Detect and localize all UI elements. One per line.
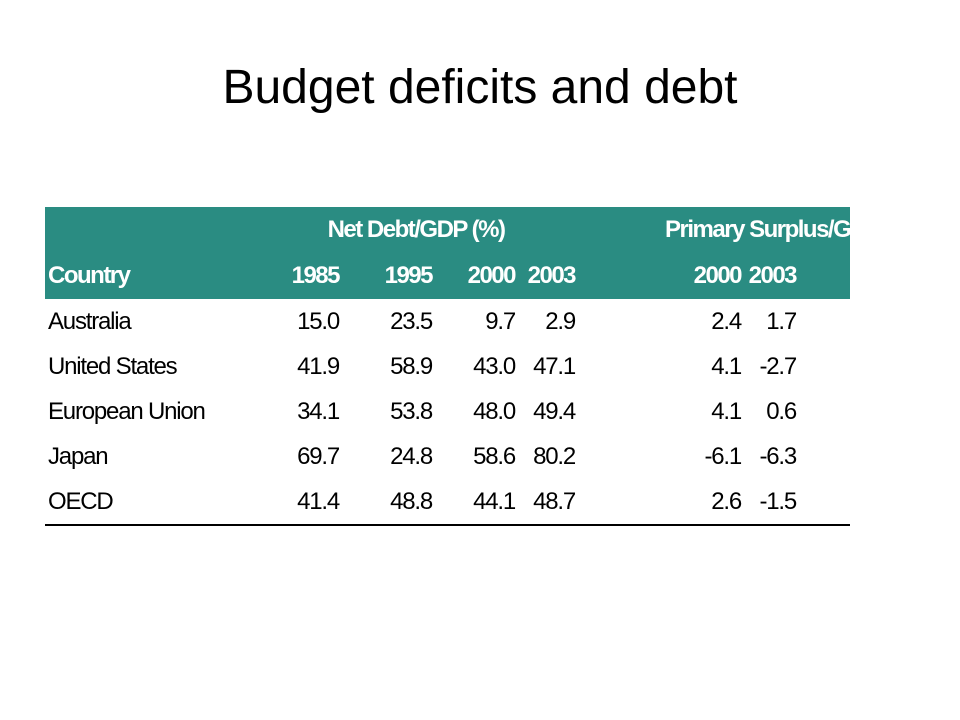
nd-2003-cell: 49.4 [533,397,576,425]
nd-2000-cell: 43.0 [473,352,516,380]
spacer-cell [796,479,851,526]
nd-2000-cell: 48.0 [473,397,516,425]
nd-2003-column-header: 2003 [515,253,577,299]
table-row: Australia 15.0 23.5 9.7 2.9 2.4 1.7 [45,299,850,344]
net-debt-group-header: Net Debt/GDP (%) [257,207,576,253]
spacer-cell [796,344,850,389]
ps-2000-cell: 2.4 [711,307,742,335]
spacer-cell [796,434,850,479]
header-spacer [796,253,851,299]
country-cell: European Union [48,397,206,425]
nd-1995-cell: 48.8 [339,479,433,526]
nd-1985-cell: 15.0 [297,307,340,335]
header-spacer [575,207,666,253]
table-row: European Union 34.1 53.8 48.0 49.4 4.1 0… [45,389,850,434]
nd-2003-cell: 47.1 [533,352,576,380]
nd-2000-cell: 9.7 [485,307,516,335]
ps-2000-column-header: 2000 [665,253,743,299]
nd-2003-cell: 80.2 [533,442,576,470]
ps-2003-cell: -1.5 [741,479,797,526]
nd-1995-cell: 53.8 [390,397,433,425]
nd-2000-column-header: 2000 [432,253,517,299]
country-cell: Japan [48,442,109,470]
spacer-cell [575,479,666,526]
ps-2003-cell: -6.3 [759,442,797,470]
header-spacer [575,253,666,299]
nd-1995-cell: 58.9 [390,352,433,380]
nd-1995-column-header: 1995 [339,253,434,299]
table-row: United States 41.9 58.9 43.0 47.1 4.1 -2… [45,344,850,389]
primary-surplus-group-header: Primary Surplus/GDP (%) [665,207,920,253]
spacer-cell [796,389,850,434]
country-cell: Australia [48,307,132,335]
table-row: Japan 69.7 24.8 58.6 80.2 -6.1 -6.3 [45,434,850,479]
country-cell: United States [48,352,178,380]
spacer-cell [575,299,665,344]
header-spacer [45,207,257,253]
slide-title: Budget deficits and debt [222,61,738,114]
ps-2000-cell: -6.1 [704,442,742,470]
nd-1985-cell: 41.9 [297,352,340,380]
nd-1985-cell: 34.1 [297,397,340,425]
ps-2000-cell: 4.1 [711,397,742,425]
spacer-cell [796,299,850,344]
country-column-header: Country [45,253,257,299]
ps-2000-cell: 2.6 [665,479,742,526]
table-row: OECD 41.4 48.8 44.1 48.7 2.6 -1.5 [45,479,851,526]
column-header-row: Country 1985 1995 2000 2003 2000 2003 [45,253,851,299]
nd-2003-cell: 48.7 [515,479,576,526]
nd-1995-cell: 24.8 [390,442,433,470]
nd-2000-cell: 58.6 [473,442,516,470]
nd-1985-cell: 41.4 [257,479,340,526]
spacer-cell [575,389,665,434]
ps-2000-cell: 4.1 [711,352,742,380]
ps-2003-cell: 0.6 [766,397,797,425]
nd-1995-cell: 23.5 [390,307,433,335]
ps-2003-column-header: 2003 [741,253,798,299]
budget-table: Net Debt/GDP (%) Primary Surplus/GDP (%)… [45,207,920,526]
spacer-cell [575,434,665,479]
nd-1985-cell: 69.7 [297,442,340,470]
group-header-row: Net Debt/GDP (%) Primary Surplus/GDP (%) [45,207,920,253]
country-cell: OECD [45,479,257,526]
nd-2000-cell: 44.1 [432,479,516,526]
nd-2003-cell: 2.9 [545,307,576,335]
ps-2003-cell: 1.7 [766,307,797,335]
spacer-cell [575,344,665,389]
ps-2003-cell: -2.7 [759,352,797,380]
nd-1985-column-header: 1985 [257,253,341,299]
